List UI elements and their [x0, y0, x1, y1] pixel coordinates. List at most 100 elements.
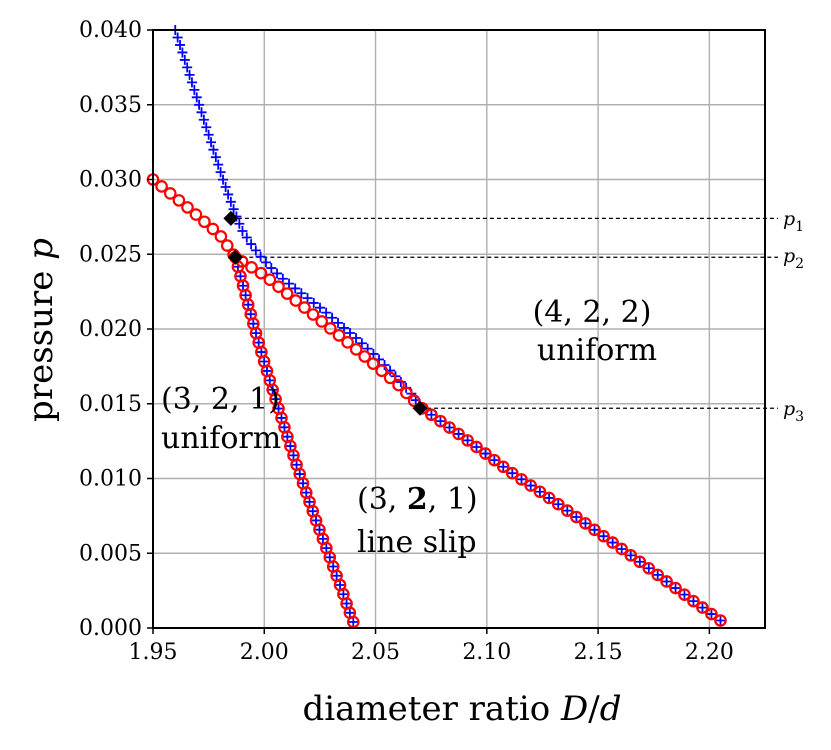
x-tick-label: 2.10	[462, 640, 511, 665]
blue-plus-point	[544, 492, 555, 503]
annotation-321-line-slip: (3, 2, 1) line slip	[357, 482, 478, 560]
red-circle-point	[341, 336, 354, 349]
x-tick-label: 2.20	[685, 640, 734, 665]
red-circle-point	[642, 561, 656, 575]
blue-plus-point	[507, 468, 518, 479]
blue-plus-point	[571, 512, 582, 523]
blue-plus-point	[607, 537, 618, 548]
blue-plus-point	[238, 280, 249, 291]
ref-label-p1: p1	[783, 208, 804, 235]
annotation-321-sublabel: uniform	[161, 421, 281, 456]
red-circle-point	[306, 308, 320, 321]
blue-plus-point	[344, 607, 355, 618]
red-circle-point	[254, 266, 268, 280]
red-circle-point	[214, 230, 228, 243]
blue-plus-point	[480, 448, 491, 459]
y-axis-title: pressure p	[21, 238, 61, 422]
red-circle-point	[660, 575, 673, 588]
blue-plus-point	[498, 461, 509, 472]
red-circle-point	[515, 473, 528, 486]
blue-plus-point	[241, 232, 252, 243]
blue-plus-point	[426, 409, 437, 420]
blue-plus-point	[338, 589, 349, 600]
blue-plus-point	[321, 307, 332, 318]
blue-plus-point	[616, 543, 627, 554]
blue-plus-point	[288, 450, 299, 461]
red-circle-point	[597, 529, 610, 543]
y-tick-label: 0.020	[79, 317, 142, 342]
blue-plus-point	[317, 533, 328, 544]
red-circle-point	[606, 536, 619, 549]
red-circle-point	[624, 549, 638, 562]
blue-plus-point	[223, 189, 234, 200]
blue-plus-point	[225, 196, 236, 207]
annotation-321-label: (3, 2, 1)	[161, 382, 280, 417]
annotation-321-slip-label: (3, 2, 1)	[357, 482, 478, 517]
blue-plus-point	[259, 356, 270, 367]
reference-line-labels: p1 p2 p3	[783, 208, 804, 425]
blue-plus-point	[175, 39, 186, 50]
blue-plus-point	[206, 137, 217, 148]
red-circle-point	[272, 280, 285, 293]
blue-plus-point	[328, 561, 339, 572]
blue-plus-point	[356, 338, 367, 349]
blue-plus-point	[201, 122, 212, 133]
blue-plus-point	[285, 441, 296, 452]
blue-plus-point	[471, 441, 482, 452]
blue-plus-point	[182, 62, 193, 73]
blue-plus-point	[341, 598, 352, 609]
red-circle-point	[289, 294, 303, 307]
blue-plus-point	[282, 431, 293, 442]
blue-plus-point	[296, 288, 307, 299]
red-circle-point	[705, 607, 718, 621]
blue-plus-point	[272, 268, 283, 279]
red-circle-point	[349, 343, 363, 356]
red-circle-point	[434, 414, 447, 428]
red-circle-point	[383, 371, 397, 385]
diamond-point	[223, 210, 239, 226]
blue-plus-point	[198, 114, 209, 125]
red-circle-point	[263, 273, 277, 287]
blue-plus-point	[314, 302, 325, 313]
blue-plus-point	[661, 576, 672, 587]
red-circle-point	[206, 222, 220, 236]
red-circle-point	[470, 440, 483, 454]
blue-plus-point	[308, 297, 319, 308]
blue-plus-point	[177, 47, 188, 58]
red-circle-point	[588, 523, 601, 537]
blue-plus-point	[228, 204, 239, 215]
blue-plus-point	[256, 347, 267, 358]
blue-plus-point	[670, 583, 681, 594]
blue-plus-point	[525, 480, 536, 491]
blue-plus-point	[562, 505, 573, 516]
blue-plus-point	[237, 225, 248, 236]
y-tick-label: 0.025	[79, 242, 142, 267]
blue-plus-point	[534, 486, 545, 497]
red-circle-point	[452, 427, 465, 441]
blue-plus-point	[213, 159, 224, 170]
red-circle-point	[332, 329, 346, 342]
blue-plus-point	[261, 365, 272, 376]
reference-lines	[230, 217, 778, 409]
blue-plus-point	[279, 422, 290, 433]
red-circle-point	[505, 466, 519, 480]
red-circle-point	[163, 187, 177, 200]
red-circle-point	[496, 460, 510, 474]
blue-plus-point	[235, 271, 246, 282]
annotation-422-uniform: (4, 2, 2) uniform	[533, 295, 658, 368]
blue-plus-point	[243, 299, 254, 310]
blue-plus-point	[260, 257, 271, 268]
red-circle-point	[443, 421, 456, 434]
y-tick-label: 0.000	[79, 616, 142, 641]
blue-plus-point	[276, 412, 287, 423]
red-circle-point	[392, 378, 405, 392]
blue-plus-point	[246, 239, 257, 250]
blue-plus-point	[240, 290, 251, 301]
red-circle-point	[155, 180, 168, 193]
blue-plus-point	[304, 496, 315, 507]
blue-plus-point	[186, 77, 197, 88]
red-circle-point	[280, 287, 294, 300]
axis-ticks	[147, 29, 711, 634]
blue-plus-point	[267, 384, 278, 395]
blue-plus-point	[250, 245, 261, 256]
